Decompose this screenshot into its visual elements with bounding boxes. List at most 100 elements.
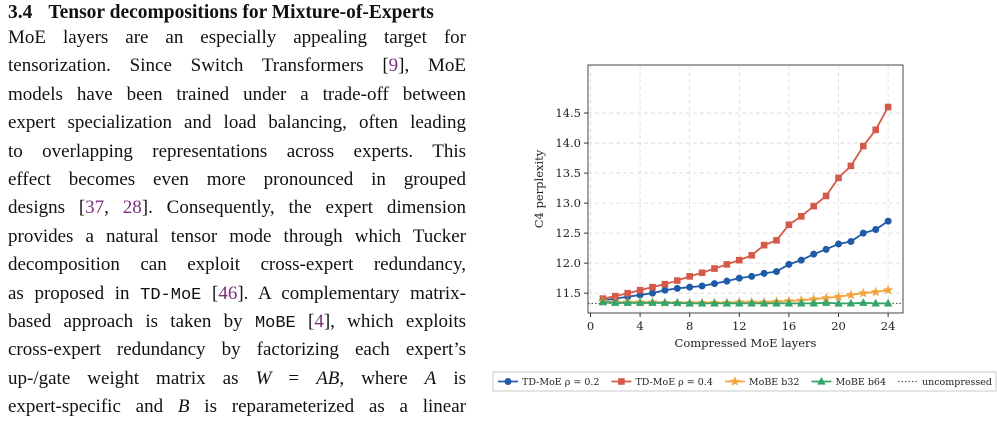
series-line xyxy=(602,289,889,304)
y-tick-label: 13.0 xyxy=(555,196,581,210)
data-point xyxy=(722,298,732,307)
text: models have been trained under a trade-o… xyxy=(8,83,466,105)
text: provides a natural tensor mode through w… xyxy=(8,225,466,247)
data-point xyxy=(735,256,743,264)
text: ]. Consequently, the expert dimension xyxy=(141,197,467,219)
data-point xyxy=(624,289,631,297)
text-line: as proposed in TD-MoE [46]. A complement… xyxy=(8,280,466,308)
text: , xyxy=(104,197,123,219)
data-point xyxy=(871,298,880,307)
data-point xyxy=(833,291,844,302)
data-point xyxy=(598,297,608,306)
text: as proposed in xyxy=(8,282,141,304)
text-line: cross-expert redundancy by factorizing e… xyxy=(8,336,466,364)
data-point xyxy=(835,174,842,182)
y-axis-label: C4 perplexity xyxy=(532,149,546,228)
data-point xyxy=(773,237,780,244)
data-point xyxy=(686,273,693,280)
math: A xyxy=(424,367,437,389)
data-point xyxy=(883,298,893,307)
data-point xyxy=(623,298,632,306)
data-point xyxy=(797,256,805,264)
text: decomposition can exploit cross-expert r… xyxy=(8,254,466,276)
data-point xyxy=(784,298,794,307)
cite: 4 xyxy=(314,310,324,332)
data-point xyxy=(859,298,868,306)
data-point xyxy=(835,240,843,248)
data-point xyxy=(858,287,869,298)
data-point xyxy=(648,298,657,306)
data-point xyxy=(847,162,855,170)
data-point xyxy=(760,269,768,277)
data-point xyxy=(611,298,620,306)
text-line: tensorization. Since Switch Transformers… xyxy=(8,52,466,80)
data-point xyxy=(822,245,830,253)
data-point xyxy=(748,252,756,259)
data-point xyxy=(698,282,706,290)
text: ]. A complementary matrix- xyxy=(237,282,466,304)
y-tick-label: 12.5 xyxy=(555,226,581,240)
text-line: expert-specific and B is reparameterized… xyxy=(8,393,466,421)
text-line: to overlapping representations across ex… xyxy=(8,138,466,166)
data-point xyxy=(846,298,856,307)
x-tick-label: 12 xyxy=(732,319,747,333)
x-tick-label: 4 xyxy=(636,319,643,333)
code: MoBE xyxy=(254,313,296,333)
legend-label: MoBE b32 xyxy=(749,377,800,388)
data-point xyxy=(660,298,670,306)
x-tick-label: 8 xyxy=(686,319,693,333)
data-point xyxy=(785,260,793,268)
data-point xyxy=(822,192,830,200)
paragraph: MoE layers are an especially appealing t… xyxy=(8,24,466,421)
legend-marker xyxy=(817,376,826,385)
data-point xyxy=(747,298,756,307)
data-point xyxy=(860,142,867,150)
data-point xyxy=(872,226,880,234)
data-point xyxy=(661,286,669,294)
data-point xyxy=(798,213,805,220)
data-point xyxy=(797,298,806,307)
text: ], which exploits xyxy=(323,310,466,332)
cite: 46 xyxy=(218,282,238,304)
legend-label: TD-MoE ρ = 0.2 xyxy=(522,377,599,388)
text-line: expert specialization and load balancing… xyxy=(8,109,466,137)
x-tick-label: 24 xyxy=(881,319,896,333)
text-line: up-/gate weight matrix as W = AB, where … xyxy=(8,365,466,393)
data-point xyxy=(710,280,718,288)
code: TD-MoE xyxy=(140,285,202,305)
data-point xyxy=(697,298,707,307)
data-point xyxy=(635,298,645,306)
data-point xyxy=(723,261,731,268)
data-point xyxy=(723,277,731,285)
text-line: designs [37, 28]. Consequently, the expe… xyxy=(8,194,466,222)
math: AB xyxy=(316,367,340,389)
legend-marker xyxy=(504,378,512,385)
data-point xyxy=(636,286,644,294)
text: tensorization. Since Switch Transformers… xyxy=(8,55,389,77)
section-heading: 3.4 Tensor decompositions for Mixture-of-… xyxy=(8,0,434,26)
data-point xyxy=(882,284,894,295)
data-point xyxy=(773,268,781,276)
data-point xyxy=(847,238,855,246)
data-point xyxy=(735,274,743,282)
data-point xyxy=(872,126,880,134)
y-tick-label: 12.0 xyxy=(555,256,581,270)
text: up-/gate weight matrix as xyxy=(8,367,256,389)
text: expert specialization and load balancing… xyxy=(8,112,466,134)
section-number: 3.4 xyxy=(8,2,33,23)
data-point xyxy=(661,280,669,288)
data-point xyxy=(821,298,831,306)
x-tick-label: 16 xyxy=(782,319,797,333)
plot-frame xyxy=(587,64,904,314)
data-point xyxy=(648,289,656,297)
y-tick-label: 14.0 xyxy=(555,136,581,150)
chart: 11.5 12.0 12.5 13.0 13.5 14.0 14.5 0 4 8 12 16 20 24 C… xyxy=(492,64,997,392)
data-point xyxy=(809,298,818,307)
data-point xyxy=(686,283,694,291)
legend-label: MoBE b64 xyxy=(835,377,886,388)
data-point xyxy=(772,298,781,307)
text: is reparameterized as a linear xyxy=(189,396,467,418)
legend-marker xyxy=(729,376,741,386)
text: ], MoE xyxy=(398,55,466,77)
